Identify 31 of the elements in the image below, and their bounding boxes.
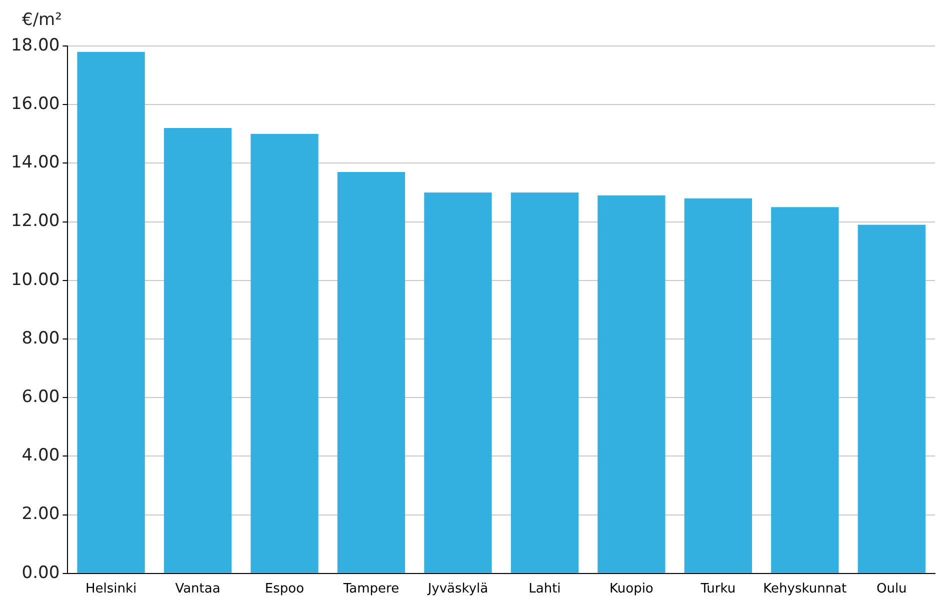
y-tick-label: 4.00 [22, 446, 60, 466]
bar [598, 195, 666, 573]
bar [77, 52, 145, 573]
y-axis-title: €/m² [22, 10, 62, 30]
y-tick-label: 0.00 [22, 562, 60, 583]
y-tick-label: 6.00 [22, 387, 60, 408]
bar [337, 172, 406, 573]
y-tick-label: 2.00 [22, 504, 60, 524]
x-tick-label: Jyväskylä [426, 582, 488, 597]
y-tick-label: 12.00 [10, 211, 60, 232]
y-tick-label: 14.00 [10, 152, 60, 173]
x-tick-label: Tampere [342, 582, 400, 597]
y-tick-label: 10.00 [10, 270, 60, 290]
bar [858, 224, 926, 573]
y-tick-label: 16.00 [10, 94, 60, 114]
x-tick-label: Lahti [528, 582, 561, 597]
bar [771, 207, 839, 573]
y-tick-label: 8.00 [22, 328, 60, 348]
x-tick-label: Helsinki [85, 582, 137, 597]
bar [510, 192, 579, 573]
y-tick-label: 18.00 [10, 35, 60, 56]
x-tick-label: Kuopio [609, 582, 654, 597]
x-tick-label: Kehyskunnat [763, 582, 847, 597]
bar [164, 128, 232, 573]
bar [250, 134, 318, 573]
x-tick-label: Oulu [876, 582, 907, 597]
x-tick-label: Vantaa [175, 582, 220, 597]
x-tick-label: Turku [700, 582, 736, 597]
x-tick-label: Espoo [264, 582, 304, 597]
bar [424, 192, 492, 573]
bar [684, 198, 752, 573]
